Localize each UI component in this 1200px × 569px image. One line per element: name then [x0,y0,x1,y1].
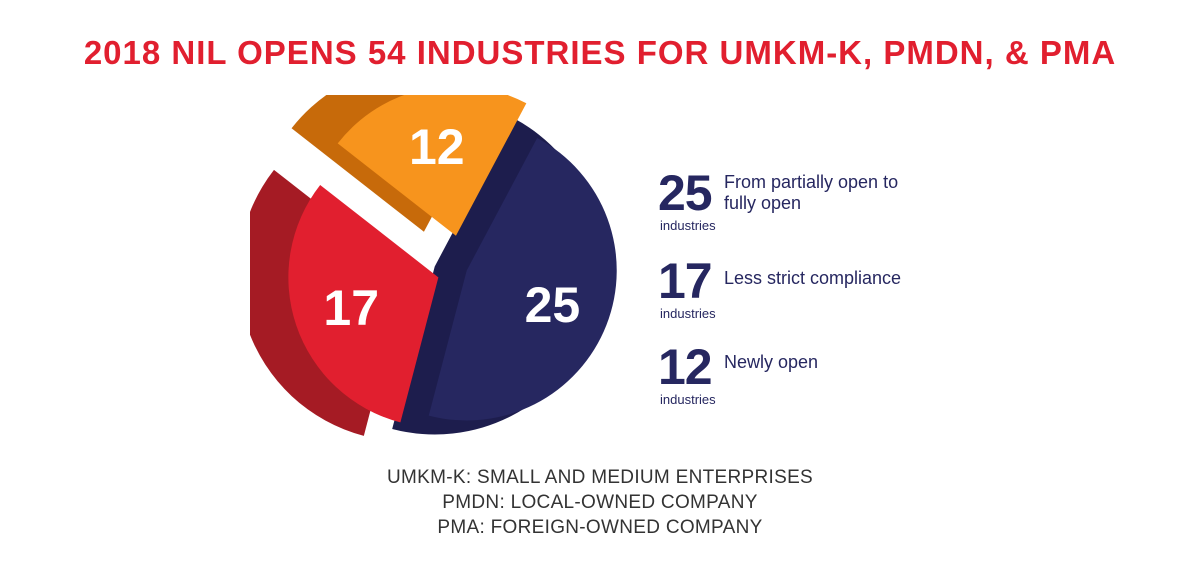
footnotes: UMKM-K: SMALL AND MEDIUM ENTERPRISES PMD… [0,465,1200,540]
legend-description: Less strict compliance [724,268,902,288]
legend-unit: industries [660,306,716,321]
pie-slice [337,95,527,236]
legend-value: 17 [658,253,713,309]
chart-title: 2018 NIL OPENS 54 INDUSTRIES FOR UMKM-K,… [83,34,1117,71]
pie-slice-value-label: 25 [525,277,581,333]
legend-unit: industries [660,392,716,407]
footnote-pmdn: PMDN: LOCAL-OWNED COMPANY [442,492,758,513]
legend-description: From partially open to fully open [724,172,899,213]
footnote-pma: PMA: FOREIGN-OWNED COMPANY [437,517,763,538]
legend-value: 25 [658,165,713,221]
legend-unit: industries [660,218,716,233]
legend-description: Newly open [724,352,819,372]
pie-slice-value-label: 17 [323,280,379,336]
pie-label-group: 25 17 12 [323,119,580,336]
pie-chart: 25 17 12 [250,95,617,436]
pie-slice [288,184,439,423]
pie-top-group [288,95,617,423]
legend-value: 12 [658,339,713,395]
pie-slice-value-label: 12 [409,119,465,175]
footnote-umkm: UMKM-K: SMALL AND MEDIUM ENTERPRISES [386,467,814,488]
pie-slice [428,138,617,421]
